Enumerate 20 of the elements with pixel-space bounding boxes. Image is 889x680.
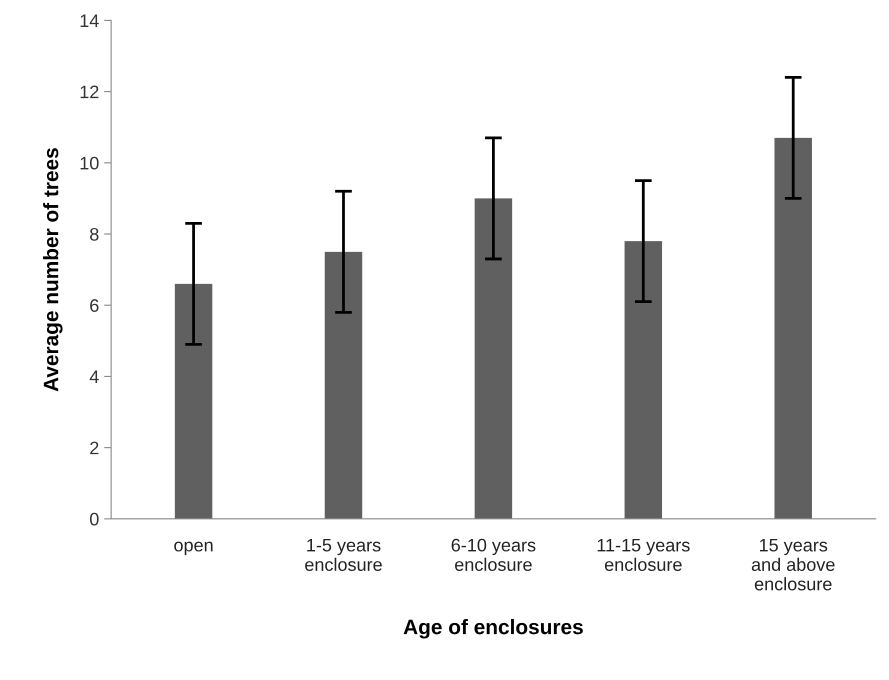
bar (474, 198, 512, 519)
y-tick-label: 12 (80, 86, 98, 98)
x-tick-label: 6-10 years enclosure (452, 538, 536, 571)
y-axis-title: Average number of trees (43, 148, 63, 392)
bar (774, 138, 812, 519)
x-tick-label: 15 years and above enclosure (752, 538, 835, 590)
bar (324, 252, 362, 519)
x-tick-label: 1-5 years enclosure (305, 538, 382, 571)
x-tick-label: open (174, 542, 212, 556)
x-tick-label: 11-15 years enclosure (598, 538, 690, 571)
y-tick-label: 0 (90, 512, 99, 526)
bar (174, 284, 212, 519)
y-tick-label: 8 (90, 228, 99, 241)
x-axis-title: Age of enclosures (404, 619, 583, 639)
bar (624, 241, 662, 519)
y-tick-label: 4 (90, 370, 99, 383)
y-tick-label: 6 (90, 299, 99, 312)
y-tick-label: 2 (90, 442, 98, 454)
y-tick-label: 10 (80, 156, 99, 170)
y-tick-label: 14 (80, 14, 99, 27)
